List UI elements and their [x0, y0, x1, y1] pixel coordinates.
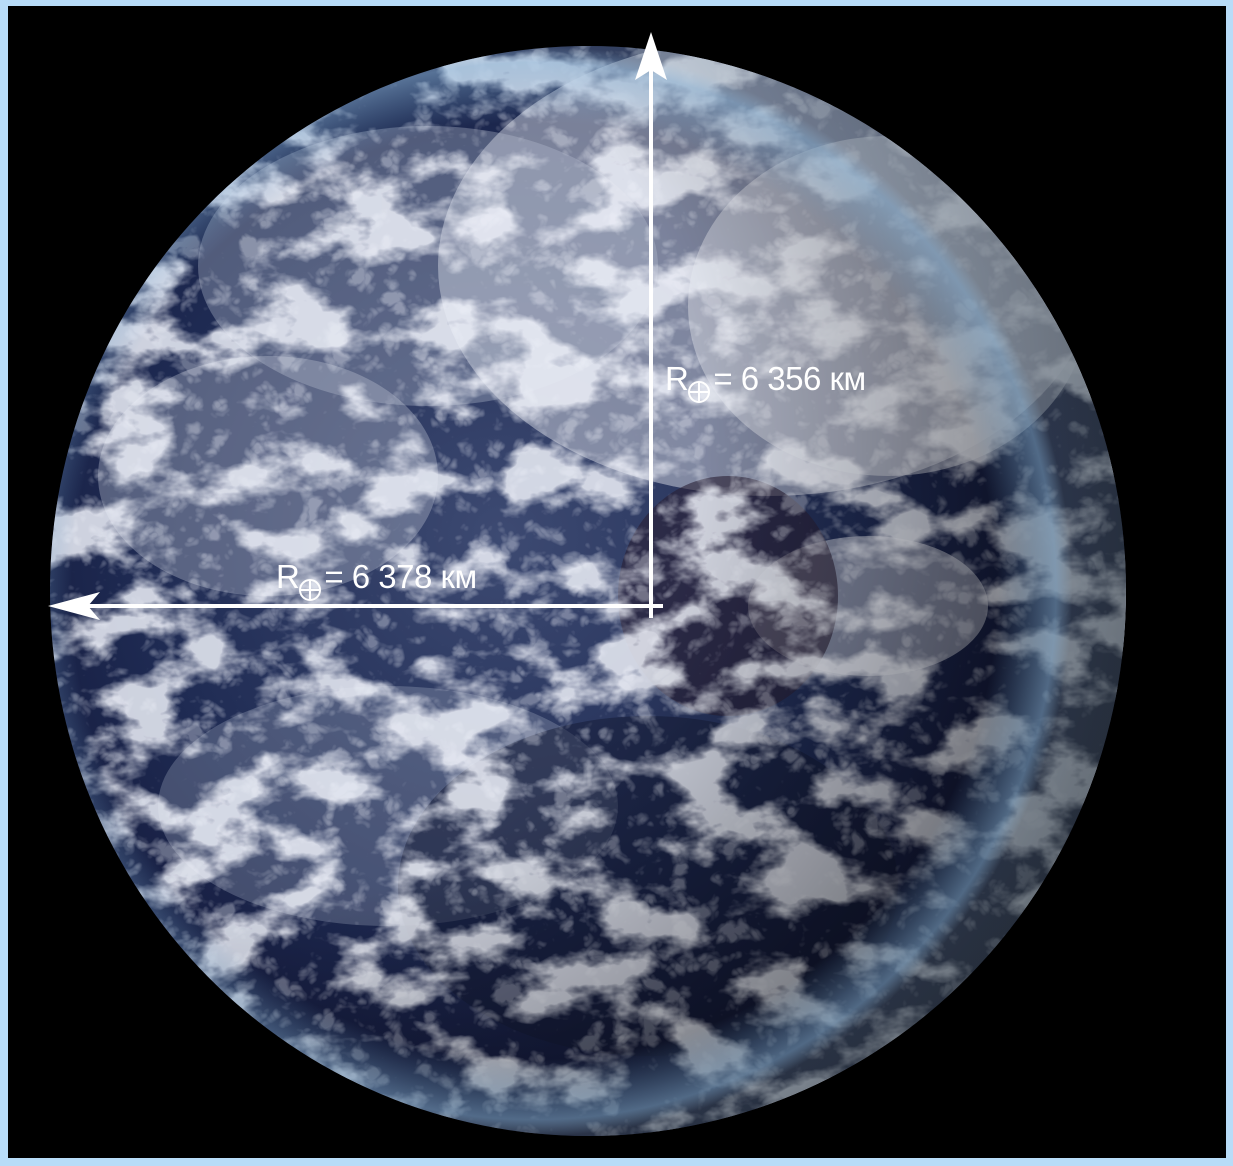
polar-radius-value: = 6 356 км — [713, 360, 865, 397]
polar-radius-label: R = 6 356 км — [665, 362, 866, 404]
equatorial-radius-value: = 6 378 км — [324, 558, 476, 595]
earth-symbol-icon — [298, 578, 322, 602]
earth-globe — [8, 6, 1226, 1158]
radius-symbol: R — [276, 558, 299, 595]
earth-photo — [8, 6, 1226, 1158]
equatorial-radius-label: R = 6 378 км — [276, 560, 477, 602]
earth-symbol-icon — [687, 380, 711, 404]
radius-symbol: R — [665, 360, 688, 397]
photo-frame: R = 6 356 км R = 6 378 км — [8, 6, 1226, 1158]
